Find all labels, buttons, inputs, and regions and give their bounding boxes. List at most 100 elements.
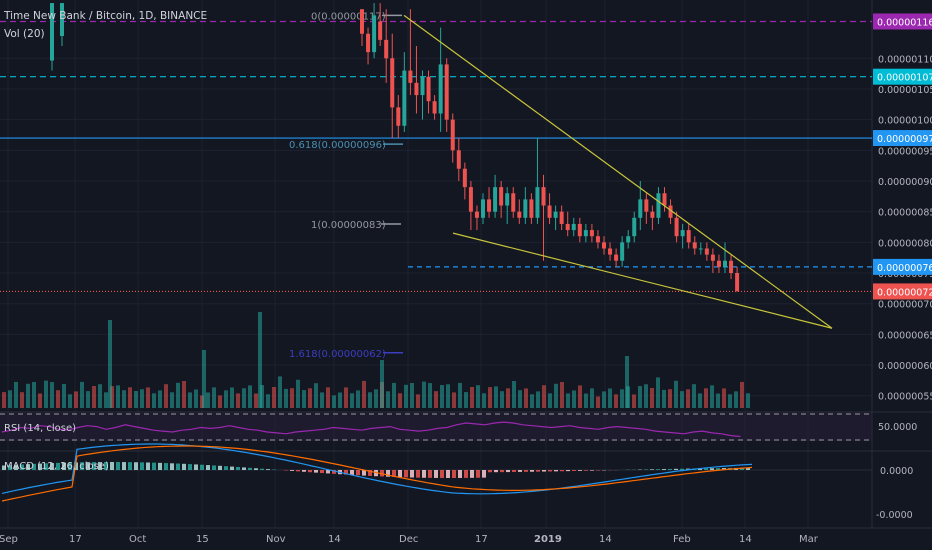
volume-bar [116, 385, 120, 408]
candle-body [487, 199, 492, 212]
candle-body [577, 223, 582, 237]
candle-body [474, 211, 479, 218]
volume-bar [266, 394, 270, 408]
volume-bar [524, 388, 528, 408]
macd-hist-bar [20, 464, 24, 470]
macd-line [1, 443, 753, 495]
macd-pane [0, 443, 872, 502]
macd-hist-bar [122, 462, 126, 470]
candle-body [608, 248, 613, 255]
macd-hist-bar [422, 470, 426, 478]
macd-hist-bar [242, 467, 246, 470]
volume-bar [350, 393, 354, 408]
macd-hist-bar [368, 470, 372, 476]
macd-hist-bar [704, 468, 708, 470]
candle-body [481, 199, 485, 218]
volume-bar [8, 390, 12, 408]
price-label-box [873, 258, 932, 275]
candle-body [583, 230, 588, 237]
volume-bar [716, 393, 720, 408]
macd-hist-bar [560, 470, 564, 472]
x-tick-label: 17 [475, 534, 488, 545]
chart-title: Time New Bank / Bitcoin, 1D, BINANCE [4, 10, 208, 22]
macd-hist-bar [386, 470, 390, 477]
macd-hist-bar [56, 462, 60, 470]
macd-hist-bar [32, 463, 36, 470]
candle-body [396, 107, 401, 126]
volume-bar [566, 393, 570, 408]
macd-hist-bar [224, 466, 228, 470]
y-tick-label: 0.00000080 [878, 238, 932, 249]
volume-bar [236, 393, 240, 408]
macd-hist-bar [44, 463, 48, 470]
volume-bar [32, 382, 36, 408]
volume-bar [650, 388, 654, 408]
volume-bar [14, 381, 18, 408]
candle-body [723, 260, 727, 267]
macd-hist-bar [578, 470, 582, 471]
candle-body [589, 230, 594, 237]
candle-body [50, 3, 54, 61]
volume-bar [452, 392, 456, 408]
time-axis[interactable]: Sep 17 Oct 15 Nov 14 Dec 17 2019 14 Feb 14 Mar [0, 527, 932, 545]
candle-body [517, 211, 522, 218]
y-tick-label: 0.00000070 [878, 300, 932, 311]
volume-bar [108, 320, 112, 408]
rsi-pane [0, 413, 872, 441]
volume-bar [104, 392, 108, 408]
fib-label: 0.618(0.00000096) [289, 140, 386, 151]
volume-bar [158, 390, 162, 408]
candle-body [456, 150, 461, 169]
candle-body [462, 168, 467, 188]
candle-body [650, 211, 655, 218]
macd-hist-bar [74, 462, 78, 470]
macd-hist-bar [440, 470, 444, 478]
volume-bar [56, 390, 60, 408]
rsi-label: RSI (14, close) [4, 423, 77, 434]
volume-bar [202, 350, 206, 408]
volume-bar [188, 392, 192, 408]
volume-bar [554, 383, 558, 408]
volume-bar [542, 385, 546, 408]
candle-body [468, 187, 473, 212]
candle-body [565, 223, 570, 231]
macd-hist-bar [98, 462, 102, 470]
candle-body [656, 193, 661, 218]
volume-bar [656, 377, 660, 408]
volume-bar [625, 356, 629, 408]
x-tick-label: 17 [69, 534, 82, 545]
candle-body [372, 15, 377, 53]
y-tick-label: 0.00000085 [878, 208, 932, 219]
volume-bars [2, 312, 750, 408]
macd-hist-bar [434, 470, 438, 478]
macd-hist-bar [116, 462, 120, 470]
macd-hist-bar [542, 470, 546, 472]
macd-hist-bar [206, 465, 210, 470]
candle-body [60, 3, 64, 37]
y-tick-label: 0.00000110 [878, 54, 932, 65]
candle-body [547, 205, 552, 218]
macd-hist-bar [230, 466, 234, 470]
volume-bar [674, 380, 678, 408]
volume-bar [38, 393, 42, 408]
volume-bar [344, 387, 348, 408]
volume-bar [290, 388, 294, 408]
candle-body [444, 64, 449, 120]
volume-bar [662, 389, 666, 408]
volume-bar [230, 387, 234, 408]
macd-hist-bar [518, 470, 522, 472]
volume-bar [518, 390, 522, 408]
signal-line [1, 445, 753, 502]
volume-bar [26, 383, 30, 408]
macd-hist-bar [356, 470, 360, 476]
volume-bar [446, 384, 450, 408]
volume-bar [416, 394, 420, 408]
volume-bar [404, 384, 408, 408]
candle-body [680, 230, 685, 237]
macd-hist-bar [2, 465, 6, 470]
macd-hist-bar [410, 470, 414, 478]
macd-hist-bar [746, 467, 750, 470]
volume-bar [272, 387, 276, 408]
macd-hist-bar [392, 470, 396, 477]
